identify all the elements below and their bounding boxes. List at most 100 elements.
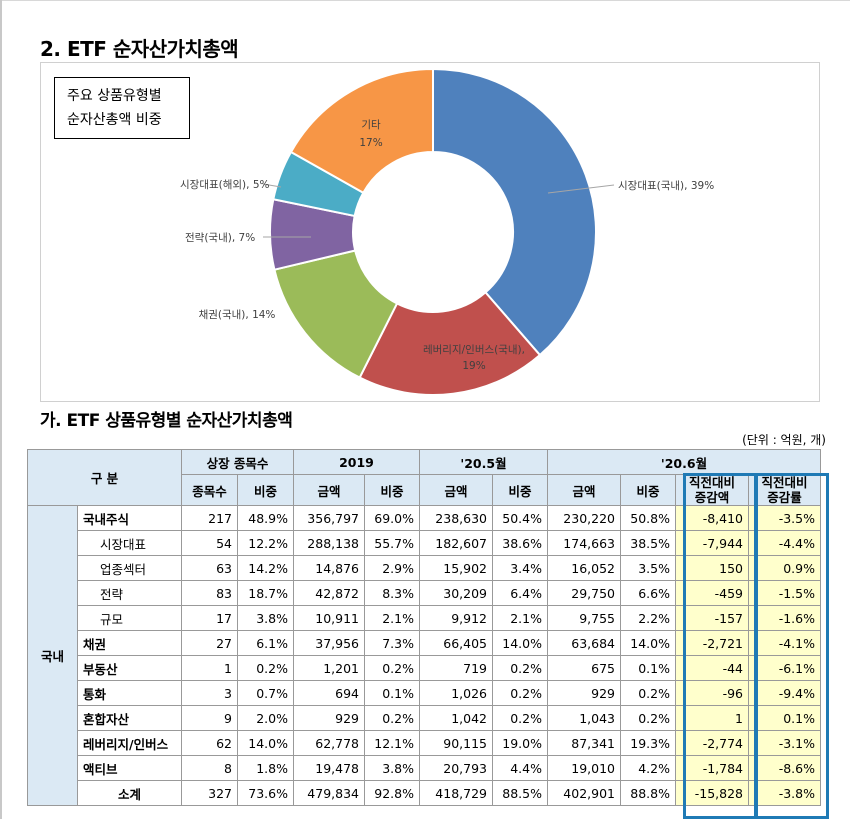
table-cell: 38.5%: [620, 530, 676, 556]
table-cell: 62: [181, 730, 238, 756]
table-cell: 2.2%: [620, 605, 676, 631]
header-change-amount-line2: 증감액: [694, 490, 730, 505]
slice-label: 17%: [359, 137, 382, 149]
table-cell: -8.6%: [748, 755, 821, 781]
table-cell: 12.2%: [237, 530, 294, 556]
table-cell: 0.2%: [492, 680, 548, 706]
table-cell: 0.2%: [364, 655, 420, 681]
table-cell: 90,115: [419, 730, 493, 756]
table-cell: 0.2%: [492, 655, 548, 681]
table-cell: 63,684: [547, 630, 621, 656]
row-label: 규모: [77, 605, 182, 631]
row-label: 혼합자산: [77, 705, 182, 731]
table-title: 가. ETF 상품유형별 순자산가치총액: [40, 411, 293, 431]
table-cell: 54: [181, 530, 238, 556]
etf-nav-table: 구 분 상장 종목수 2019 '20.5월 '20.6월 종목수 비중 금액 …: [27, 449, 821, 806]
table-cell: 217: [181, 505, 238, 531]
slice-label: 시장대표(국내), 39%: [618, 180, 714, 192]
table-cell: -44: [675, 655, 749, 681]
table-cell: -2,774: [675, 730, 749, 756]
table-cell: 929: [293, 705, 365, 731]
table-cell: 479,834: [293, 780, 365, 806]
unit-note: (단위 : 억원, 개): [742, 433, 826, 447]
header-ratio: 비중: [620, 474, 676, 506]
table-cell: 0.2%: [237, 655, 294, 681]
table-cell: -459: [675, 580, 749, 606]
leader-line: [262, 183, 282, 188]
header-change-rate-line2: 증감률: [767, 490, 802, 505]
header-ratio: 비중: [492, 474, 548, 506]
table-cell: 4.4%: [492, 755, 548, 781]
table-cell: 4.2%: [620, 755, 676, 781]
table-row: 혼합자산 9 2.0% 929 0.2% 1,042 0.2% 1,043 0.2% 1 0.1%: [28, 705, 821, 731]
table-row: 레버리지/인버스 62 14.0% 62,778 12.1% 90,115 19.0% 87,…: [28, 730, 821, 756]
table-cell: 10,911: [293, 605, 365, 631]
table-cell: 8.3%: [364, 580, 420, 606]
slice-label: 전략(국내), 7%: [185, 232, 255, 244]
table-cell: 48.9%: [237, 505, 294, 531]
table-cell: -1.6%: [748, 605, 821, 631]
table-row: 소계 327 73.6% 479,834 92.8% 418,729 88.5% 402,90…: [28, 780, 821, 806]
table-cell: 6.1%: [237, 630, 294, 656]
table-cell: 6.6%: [620, 580, 676, 606]
table-cell: 2.1%: [492, 605, 548, 631]
row-label: 국내주식: [77, 505, 182, 531]
table-cell: 50.8%: [620, 505, 676, 531]
table-cell: 418,729: [419, 780, 493, 806]
table-cell: 288,138: [293, 530, 365, 556]
table-cell: 14.2%: [237, 555, 294, 581]
section-title: 2. ETF 순자산가치총액: [40, 37, 239, 61]
table-cell: 19,010: [547, 755, 621, 781]
table-cell: 8: [181, 755, 238, 781]
table-row: 규모 17 3.8% 10,911 2.1% 9,912 2.1% 9,755 2.2% -157…: [28, 605, 821, 631]
table-cell: 694: [293, 680, 365, 706]
table-cell: 3.8%: [364, 755, 420, 781]
row-label: 부동산: [77, 655, 182, 681]
chart-caption-line1: 주요 상품유형별: [67, 88, 162, 104]
donut-chart-panel: 주요 상품유형별 순자산총액 비중 시장대표(국내), 39% 레버리지/인버스(…: [40, 62, 820, 402]
header-2019: 2019: [293, 449, 420, 475]
table-cell: 0.2%: [364, 705, 420, 731]
table-cell: 37,956: [293, 630, 365, 656]
table-cell: 719: [419, 655, 493, 681]
table-cell: -9.4%: [748, 680, 821, 706]
table-cell: 3.4%: [492, 555, 548, 581]
table-cell: 19,478: [293, 755, 365, 781]
header-amount: 금액: [293, 474, 365, 506]
table-cell: 0.1%: [364, 680, 420, 706]
table-cell: 18.7%: [237, 580, 294, 606]
row-label: 소계: [77, 780, 182, 806]
table-cell: -3.8%: [748, 780, 821, 806]
table-cell: 29,750: [547, 580, 621, 606]
table-cell: -7,944: [675, 530, 749, 556]
table-cell: 73.6%: [237, 780, 294, 806]
table-cell: 17: [181, 605, 238, 631]
table-cell: 63: [181, 555, 238, 581]
table-cell: 9,755: [547, 605, 621, 631]
table-cell: 15,902: [419, 555, 493, 581]
slice-label: 19%: [462, 360, 485, 372]
table-cell: 9: [181, 705, 238, 731]
header-may: '20.5월: [419, 449, 548, 475]
row-label: 액티브: [77, 755, 182, 781]
table-row: 업종섹터 63 14.2% 14,876 2.9% 15,902 3.4% 16,052 3.5…: [28, 555, 821, 581]
header-change-rate: 직전대비 증감률: [748, 474, 821, 506]
row-label: 업종섹터: [77, 555, 182, 581]
donut-slice: [358, 290, 542, 396]
table-cell: -3.5%: [748, 505, 821, 531]
table-cell: 150: [675, 555, 749, 581]
header-count: 종목수: [181, 474, 238, 506]
table-cell: 2.0%: [237, 705, 294, 731]
donut-slice: [432, 67, 597, 357]
table-cell: 14.0%: [237, 730, 294, 756]
leader-line: [547, 184, 615, 194]
header-change-amount: 직전대비 증감액: [675, 474, 749, 506]
table-row: 부동산 1 0.2% 1,201 0.2% 719 0.2% 675 0.1% -44 -6.1%: [28, 655, 821, 681]
header-ratio: 비중: [364, 474, 420, 506]
slice-label: 채권(국내), 14%: [199, 309, 276, 321]
slice-label: 기타: [361, 119, 381, 131]
table-cell: 3: [181, 680, 238, 706]
table-cell: 0.7%: [237, 680, 294, 706]
table-cell: 0.1%: [748, 705, 821, 731]
left-border: [0, 0, 2, 819]
